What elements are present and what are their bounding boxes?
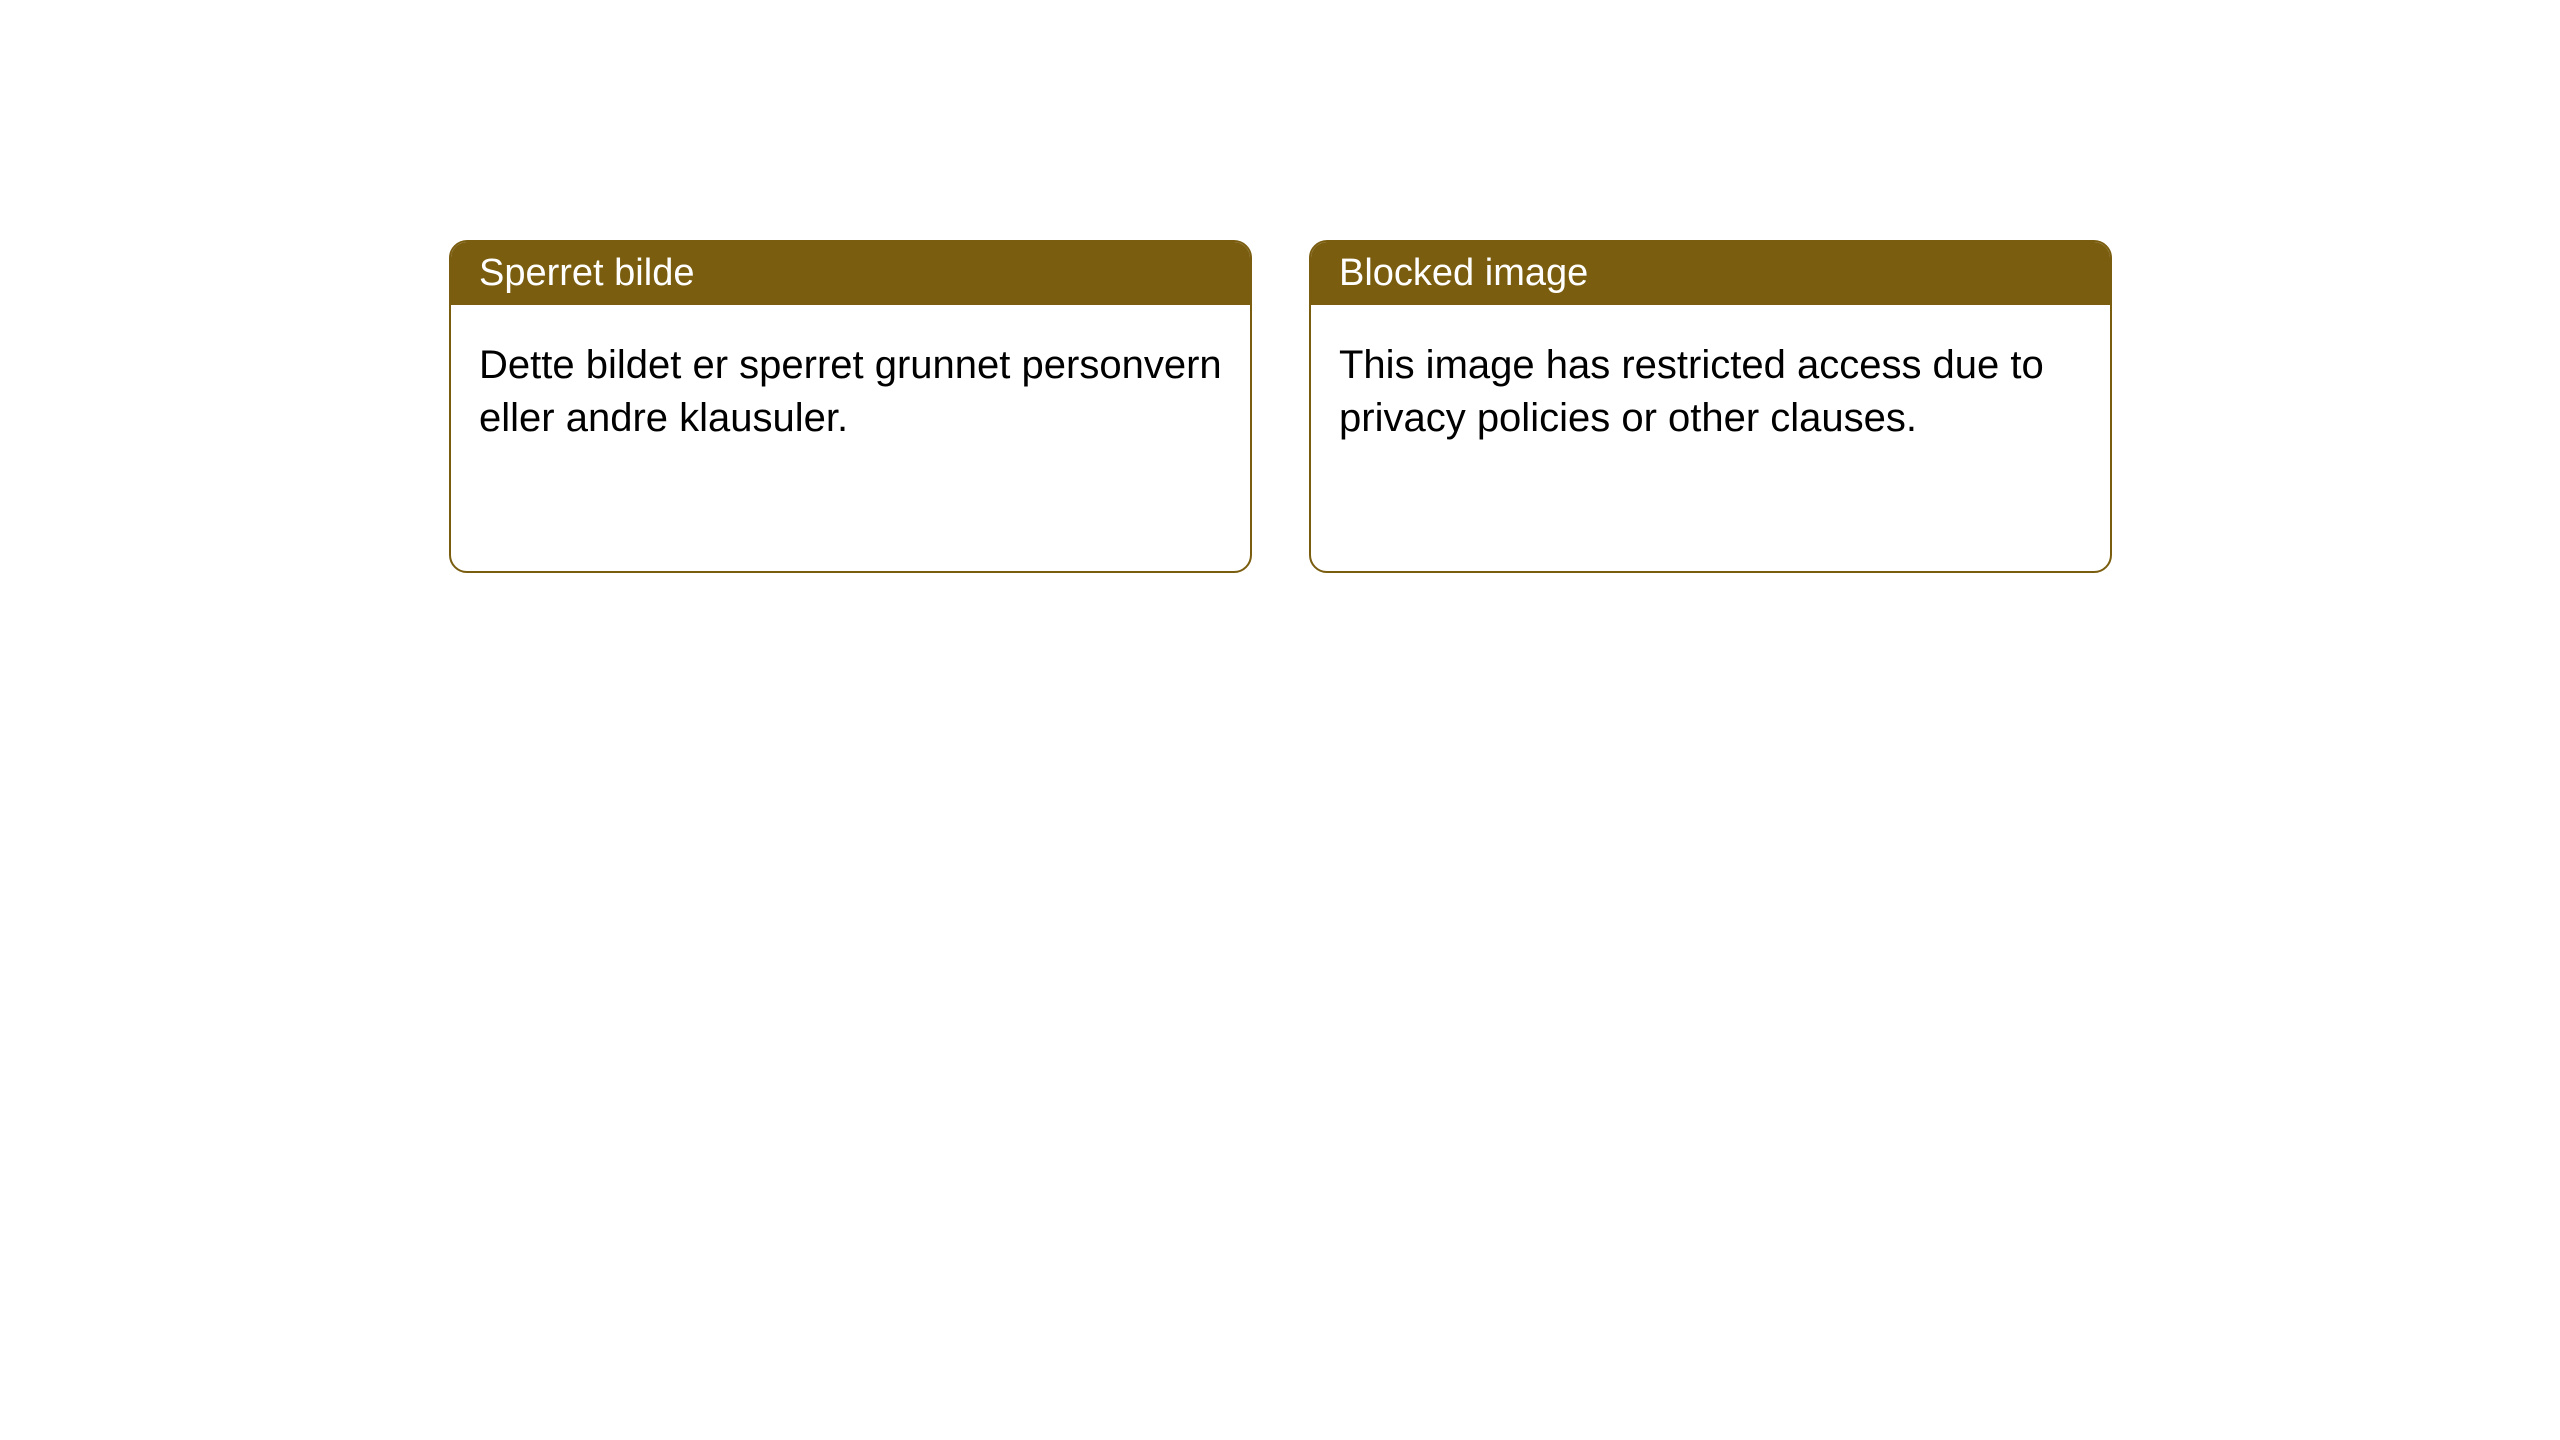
card-title: Sperret bilde xyxy=(479,252,694,294)
card-body: This image has restricted access due to … xyxy=(1311,305,2110,479)
card-header: Blocked image xyxy=(1311,242,2110,305)
notice-cards-container: Sperret bilde Dette bildet er sperret gr… xyxy=(449,240,2112,573)
card-body: Dette bildet er sperret grunnet personve… xyxy=(451,305,1250,479)
card-body-text: This image has restricted access due to … xyxy=(1339,343,2044,440)
card-title: Blocked image xyxy=(1339,252,1588,294)
card-header: Sperret bilde xyxy=(451,242,1250,305)
card-body-text: Dette bildet er sperret grunnet personve… xyxy=(479,343,1222,440)
notice-card-norwegian: Sperret bilde Dette bildet er sperret gr… xyxy=(449,240,1252,573)
notice-card-english: Blocked image This image has restricted … xyxy=(1309,240,2112,573)
